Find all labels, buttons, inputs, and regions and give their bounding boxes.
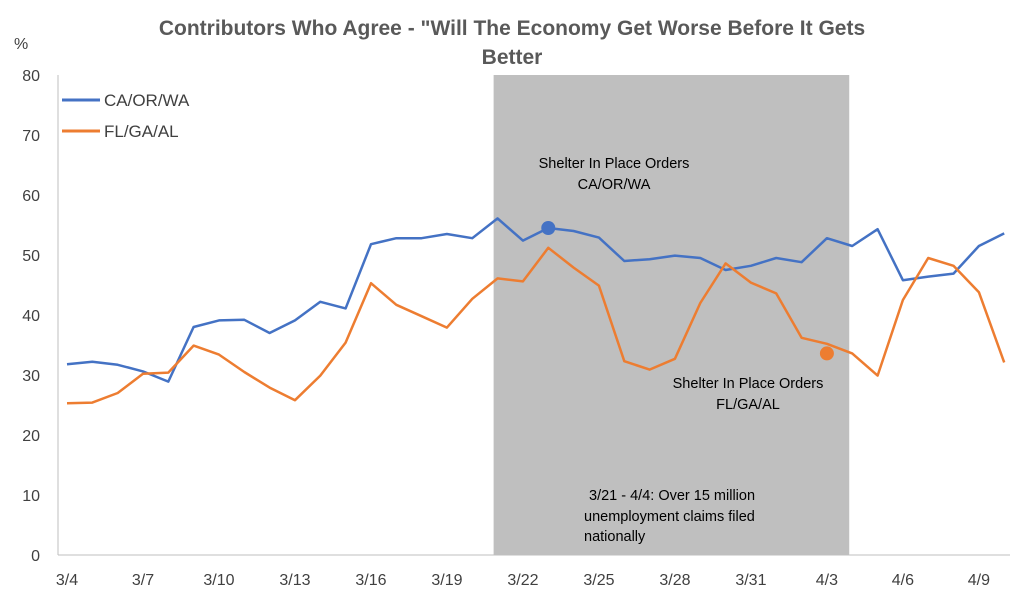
y-tick-label: 40 bbox=[22, 308, 40, 325]
marker-fl-ga-al bbox=[819, 346, 834, 361]
x-tick-label: 3/28 bbox=[659, 572, 690, 589]
x-tick-label: 3/19 bbox=[431, 572, 462, 589]
x-tick-label: 4/3 bbox=[816, 572, 838, 589]
y-axis-ticks: 0 10 20 30 40 50 60 70 80 bbox=[22, 68, 40, 565]
annotation-box-line-1: 3/21 - 4/4: Over 15 million bbox=[589, 488, 755, 504]
series-markers bbox=[541, 221, 834, 361]
x-tick-label: 4/6 bbox=[892, 572, 914, 589]
y-axis-label: % bbox=[14, 36, 28, 53]
y-tick-label: 20 bbox=[22, 428, 40, 445]
y-tick-label: 0 bbox=[31, 548, 40, 565]
x-axis-ticks: 3/4 3/7 3/10 3/13 3/16 3/19 3/22 3/25 3/28 3/31 4/… bbox=[56, 572, 990, 589]
y-tick-label: 70 bbox=[22, 128, 40, 145]
legend: CA/OR/WA FL/GA/AL bbox=[62, 91, 190, 141]
y-tick-label: 30 bbox=[22, 368, 40, 385]
chart-title-line-2: Better bbox=[482, 46, 543, 69]
y-tick-label: 60 bbox=[22, 188, 40, 205]
x-tick-label: 3/4 bbox=[56, 572, 78, 589]
x-tick-label: 3/7 bbox=[132, 572, 154, 589]
x-tick-label: 4/9 bbox=[968, 572, 990, 589]
x-tick-label: 3/16 bbox=[355, 572, 386, 589]
marker-ca-or-wa bbox=[541, 221, 556, 235]
y-tick-label: 50 bbox=[22, 248, 40, 265]
x-tick-label: 3/22 bbox=[507, 572, 538, 589]
annotation-fl-line-2: FL/GA/AL bbox=[716, 397, 780, 413]
y-tick-label: 80 bbox=[22, 68, 40, 85]
annotation-ca-line-2: CA/OR/WA bbox=[578, 177, 651, 193]
annotation-box-line-2: unemployment claims filed bbox=[584, 509, 755, 525]
shaded-region bbox=[493, 75, 850, 555]
y-tick-label: 10 bbox=[22, 488, 40, 505]
series-lines bbox=[66, 217, 1006, 405]
series-line-ca-or-wa bbox=[66, 217, 1005, 383]
chart-title-line-1: Contributors Who Agree - "Will The Econo… bbox=[159, 17, 865, 40]
series-line-fl-ga-al bbox=[66, 246, 1006, 405]
x-tick-label: 3/13 bbox=[279, 572, 310, 589]
legend-label-fl-ga-al: FL/GA/AL bbox=[104, 122, 179, 141]
x-tick-label: 3/10 bbox=[203, 572, 234, 589]
legend-label-ca-or-wa: CA/OR/WA bbox=[104, 91, 190, 110]
x-tick-label: 3/31 bbox=[735, 572, 766, 589]
annotation-box-line-3: nationally bbox=[584, 529, 646, 545]
annotation-ca-line-1: Shelter In Place Orders bbox=[539, 156, 690, 172]
annotation-fl-line-1: Shelter In Place Orders bbox=[673, 376, 824, 392]
x-tick-label: 3/25 bbox=[583, 572, 614, 589]
